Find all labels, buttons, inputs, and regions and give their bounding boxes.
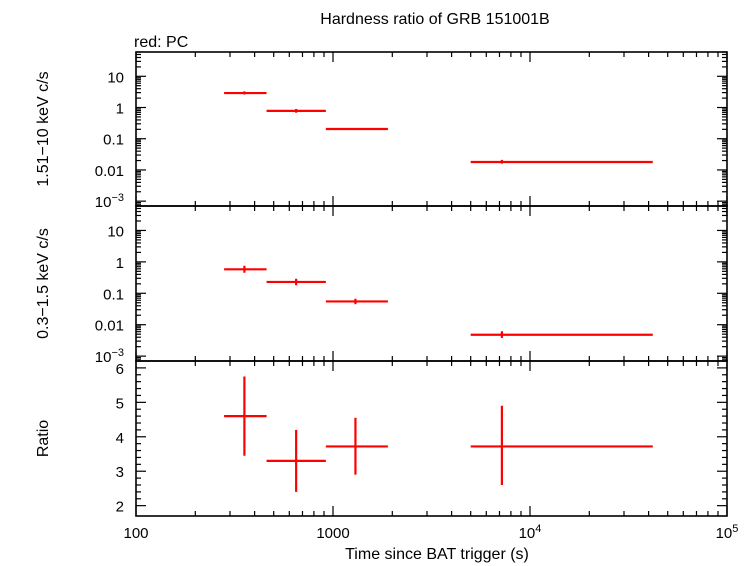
- x-tick-label: 1000: [316, 525, 349, 542]
- panel-1: 10 1 0.1 0.01 10−3 1.51−10 keV c/s: [35, 51, 728, 211]
- y-tick-label: 0.01: [95, 318, 124, 335]
- y-axis-label: Ratio: [35, 420, 52, 457]
- chart-title: Hardness ratio of GRB 151001B: [320, 11, 549, 28]
- data-point: [470, 159, 653, 164]
- x-tick-label: 100: [123, 525, 148, 542]
- y-tick-label: 3: [116, 464, 124, 481]
- data-point: [266, 429, 326, 492]
- x-tick-label: 104: [519, 523, 542, 542]
- chart-subtitle: red: PC: [134, 34, 188, 51]
- y-tick-label: 10−3: [95, 192, 124, 211]
- data-point: [325, 417, 388, 475]
- data-point: [325, 127, 388, 131]
- x-axis-label: Time since BAT trigger (s): [345, 546, 529, 563]
- panel-frame: [135, 51, 728, 207]
- data-point: [224, 91, 267, 95]
- panel-2: 10 1 0.1 0.01 10−3 0.3−1.5 keV c/s: [35, 205, 728, 366]
- y-axis-label: 1.51−10 keV c/s: [35, 71, 52, 186]
- data-point: [224, 265, 267, 273]
- y-tick-label: 0.1: [103, 286, 124, 303]
- y-tick-label: 0.1: [103, 132, 124, 149]
- x-tick-labels: 100 1000 104 105: [123, 523, 738, 542]
- y-tick-label: 1: [116, 255, 124, 272]
- data-point: [470, 331, 653, 338]
- data-point: [325, 298, 388, 305]
- y-tick-label: 10: [107, 69, 124, 86]
- y-tick-label: 5: [116, 395, 124, 412]
- y-tick-label: 1: [116, 101, 124, 118]
- y-tick-label: 0.01: [95, 163, 124, 180]
- y-axis-label: 0.3−1.5 keV c/s: [35, 228, 52, 339]
- y-tick-label: 10: [107, 223, 124, 240]
- panel-frame: [135, 360, 728, 517]
- data-point: [266, 108, 326, 113]
- data-point: [224, 376, 267, 456]
- y-tick-label: 6: [116, 361, 124, 378]
- x-tick-label: 105: [716, 523, 739, 542]
- panel-3: 2 3 4 5 6 Ratio: [35, 360, 728, 517]
- data-point: [266, 278, 326, 286]
- y-tick-label: 2: [116, 499, 124, 516]
- y-tick-label: 10−3: [95, 347, 124, 366]
- panel-frame: [135, 205, 728, 362]
- data-point: [470, 405, 653, 485]
- y-tick-label: 4: [116, 430, 124, 447]
